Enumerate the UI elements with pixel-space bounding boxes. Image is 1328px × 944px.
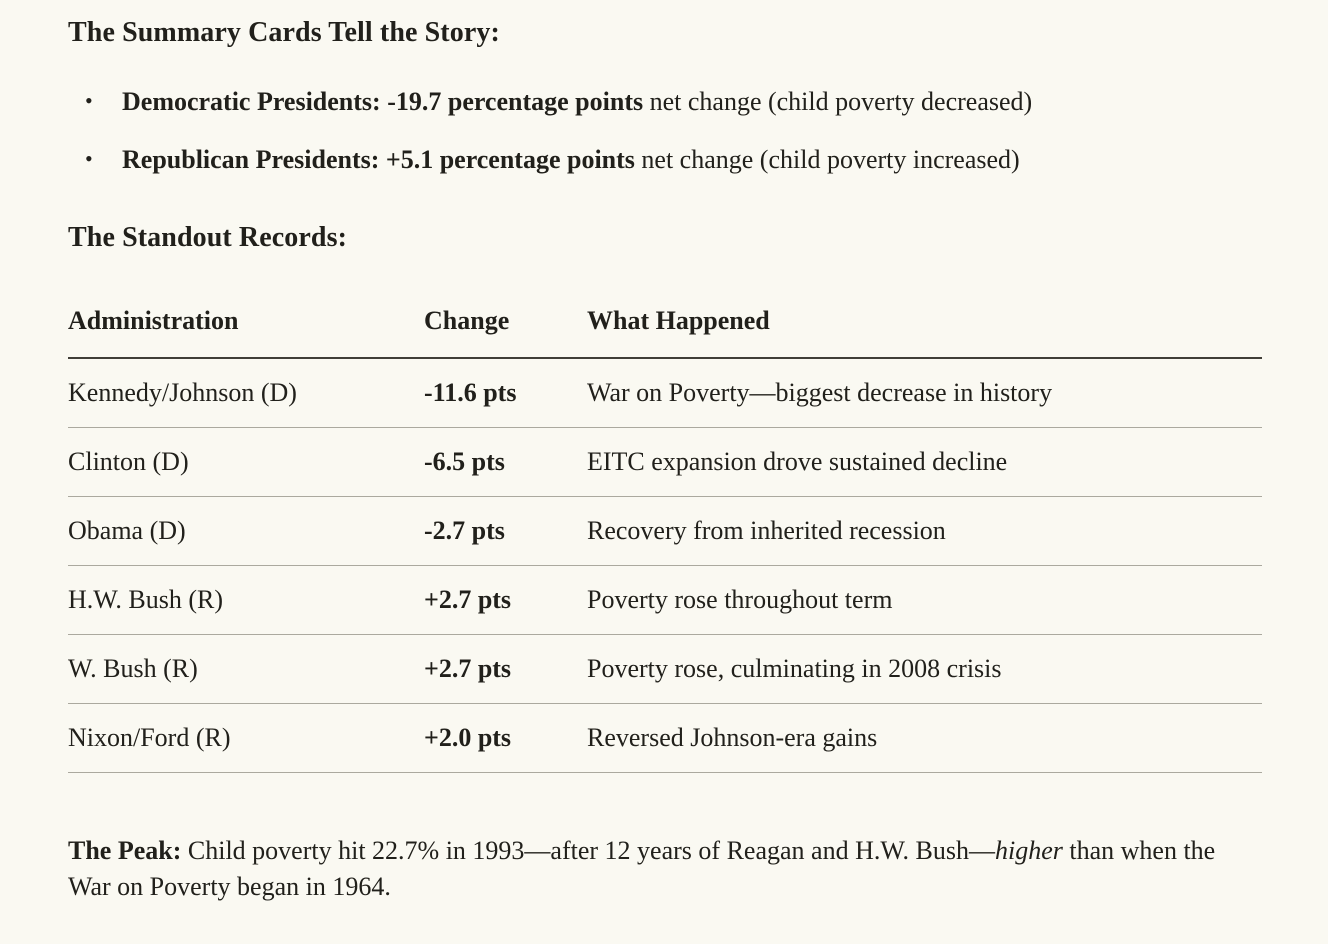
bullet-icon: • <box>85 88 93 113</box>
administration-cell: Kennedy/Johnson (D) <box>68 358 424 428</box>
what-happened-cell: EITC expansion drove sustained decline <box>587 427 1262 497</box>
table-row: W. Bush (R) +2.7 pts Poverty rose, culmi… <box>68 634 1262 704</box>
column-header-what-happened: What Happened <box>587 305 1262 359</box>
standout-records-table: Administration Change What Happened Kenn… <box>68 305 1262 773</box>
republican-presidents-bold: Republican Presidents: +5.1 percentage p… <box>122 145 635 174</box>
peak-text-after-italic: than when the War on Poverty began in 19… <box>68 836 1216 901</box>
what-happened-cell: Reversed Johnson-era gains <box>587 703 1262 773</box>
column-header-administration: Administration <box>68 305 424 359</box>
peak-label: The Peak: <box>68 836 182 865</box>
administration-cell: W. Bush (R) <box>68 634 424 704</box>
summary-bullet-list: • Democratic Presidents: -19.7 percentag… <box>68 86 1262 176</box>
administration-cell: H.W. Bush (R) <box>68 565 424 635</box>
bullet-icon: • <box>85 146 93 171</box>
administration-cell: Nixon/Ford (R) <box>68 703 424 773</box>
peak-paragraph: The Peak: Child poverty hit 22.7% in 199… <box>68 833 1233 905</box>
table-row: H.W. Bush (R) +2.7 pts Poverty rose thro… <box>68 565 1262 635</box>
peak-italic-word: higher <box>994 836 1063 865</box>
republican-presidents-rest: net change (child poverty increased) <box>634 145 1020 174</box>
column-header-change: Change <box>424 305 587 359</box>
what-happened-cell: War on Poverty—biggest decrease in histo… <box>587 358 1262 428</box>
list-item-republican-presidents: • Republican Presidents: +5.1 percentage… <box>85 144 1262 176</box>
change-cell: +2.0 pts <box>424 703 587 773</box>
peak-text-before-italic: Child poverty hit 22.7% in 1993—after 12… <box>181 836 995 865</box>
standout-records-heading: The Standout Records: <box>68 222 348 253</box>
administration-cell: Clinton (D) <box>68 427 424 497</box>
democratic-presidents-rest: net change (child poverty decreased) <box>643 87 1033 116</box>
list-item-democratic-presidents: • Democratic Presidents: -19.7 percentag… <box>85 86 1262 118</box>
summary-cards-heading: The Summary Cards Tell the Story: <box>68 17 500 48</box>
what-happened-cell: Recovery from inherited recession <box>587 496 1262 566</box>
change-cell: -6.5 pts <box>424 427 587 497</box>
change-cell: -11.6 pts <box>424 358 587 428</box>
table-row: Nixon/Ford (R) +2.0 pts Reversed Johnson… <box>68 703 1262 773</box>
table-row: Kennedy/Johnson (D) -11.6 pts War on Pov… <box>68 358 1262 428</box>
change-cell: +2.7 pts <box>424 634 587 704</box>
table-header: Administration Change What Happened <box>68 305 1262 359</box>
what-happened-cell: Poverty rose, culminating in 2008 crisis <box>587 634 1262 704</box>
democratic-presidents-bold: Democratic Presidents: -19.7 percentage … <box>122 87 644 116</box>
table-row: Clinton (D) -6.5 pts EITC expansion drov… <box>68 427 1262 497</box>
what-happened-cell: Poverty rose throughout term <box>587 565 1262 635</box>
article-content: The Summary Cards Tell the Story: • Demo… <box>68 17 1262 905</box>
table-header-row: Administration Change What Happened <box>68 305 1262 359</box>
change-cell: -2.7 pts <box>424 496 587 566</box>
table-row: Obama (D) -2.7 pts Recovery from inherit… <box>68 496 1262 566</box>
administration-cell: Obama (D) <box>68 496 424 566</box>
change-cell: +2.7 pts <box>424 565 587 635</box>
